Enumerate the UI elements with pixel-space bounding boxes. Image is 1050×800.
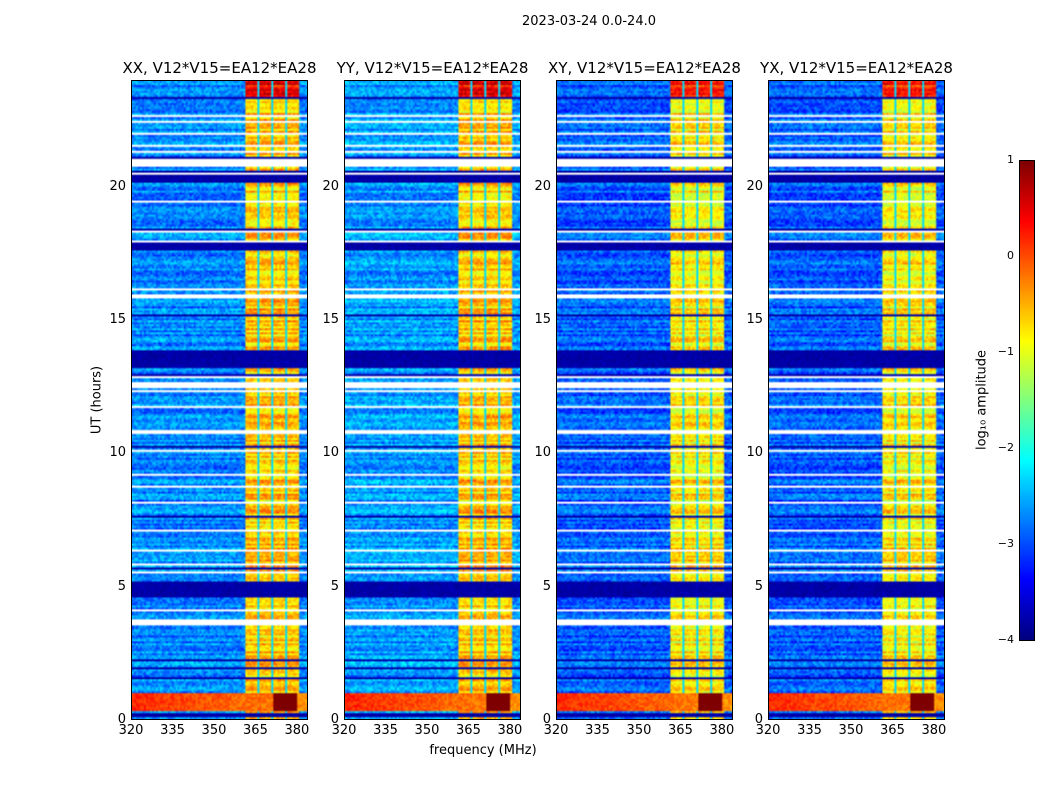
x-tick-label: 320 xyxy=(755,723,781,738)
x-tick-label: 335 xyxy=(797,723,822,738)
x-tick-label: 365 xyxy=(880,723,905,738)
panel-title: XX, V12*V15=EA12*EA28 xyxy=(122,59,317,77)
y-tick-label: 0 xyxy=(754,712,763,727)
figure-title: 2023-03-24 0.0-24.0 xyxy=(522,14,656,29)
colorbar-tick-label: −3 xyxy=(997,537,1014,550)
colorbar-tick-label: 1 xyxy=(1007,153,1014,166)
y-tick-label: 20 xyxy=(746,178,763,194)
panel-title: XY, V12*V15=EA12*EA28 xyxy=(548,59,741,77)
colorbar-tick-label: −1 xyxy=(997,345,1014,358)
y-axis-label: UT (hours) xyxy=(89,365,105,435)
y-tick-label: 15 xyxy=(322,312,339,327)
y-tick-label: 15 xyxy=(534,312,551,327)
x-tick-label: 320 xyxy=(331,723,357,738)
x-tick-label: 350 xyxy=(201,723,227,738)
spectrogram-heatmap xyxy=(769,81,944,719)
x-tick-label: 350 xyxy=(626,723,652,738)
y-tick-label: 5 xyxy=(542,578,551,594)
spectrogram-heatmap xyxy=(132,81,307,719)
y-tick-label: 0 xyxy=(117,712,126,727)
y-tick-label: 20 xyxy=(534,178,551,194)
colorbar xyxy=(1019,160,1035,641)
y-tick-label: 5 xyxy=(754,578,763,594)
x-tick-label: 365 xyxy=(243,723,268,738)
y-tick-label: 10 xyxy=(109,445,126,461)
y-tick-label: 0 xyxy=(330,712,339,727)
x-tick-label: 365 xyxy=(456,723,481,738)
y-tick-label: 20 xyxy=(109,178,126,194)
panel-title: YX, V12*V15=EA12*EA28 xyxy=(760,59,953,77)
spectrogram-panel-0 xyxy=(131,80,308,720)
panel-title: YY, V12*V15=EA12*EA28 xyxy=(336,59,529,77)
y-tick-label: 0 xyxy=(542,712,551,727)
colorbar-tick-label: −2 xyxy=(997,441,1014,454)
y-tick-label: 10 xyxy=(322,445,339,461)
y-tick-label: 5 xyxy=(330,578,339,594)
spectrogram-panel-2 xyxy=(556,80,733,720)
y-tick-label: 20 xyxy=(322,178,339,194)
spectrogram-panel-1 xyxy=(344,80,521,720)
x-tick-label: 335 xyxy=(585,723,610,738)
y-tick-label: 5 xyxy=(117,578,126,594)
x-tick-label: 350 xyxy=(414,723,440,738)
x-tick-label: 350 xyxy=(838,723,864,738)
x-tick-label: 380 xyxy=(497,723,523,738)
x-tick-label: 320 xyxy=(543,723,569,738)
x-tick-label: 380 xyxy=(709,723,735,738)
x-tick-label: 365 xyxy=(668,723,693,738)
colorbar-gradient xyxy=(1020,161,1034,640)
y-tick-label: 15 xyxy=(109,312,126,327)
spectrogram-panel-3 xyxy=(768,80,945,720)
x-tick-label: 320 xyxy=(118,723,144,738)
colorbar-label: log₁₀ amplitude xyxy=(974,349,990,451)
spectrogram-heatmap xyxy=(345,81,520,719)
y-tick-label: 10 xyxy=(746,445,763,461)
colorbar-tick-label: −4 xyxy=(997,633,1014,646)
spectrogram-heatmap xyxy=(557,81,732,719)
y-tick-label: 15 xyxy=(746,312,763,327)
x-tick-label: 335 xyxy=(160,723,185,738)
x-axis-label: frequency (MHz) xyxy=(429,743,537,758)
y-tick-label: 10 xyxy=(534,445,551,461)
x-tick-label: 380 xyxy=(284,723,310,738)
x-tick-label: 335 xyxy=(373,723,398,738)
colorbar-tick-label: 0 xyxy=(1007,249,1014,262)
x-tick-label: 380 xyxy=(921,723,947,738)
